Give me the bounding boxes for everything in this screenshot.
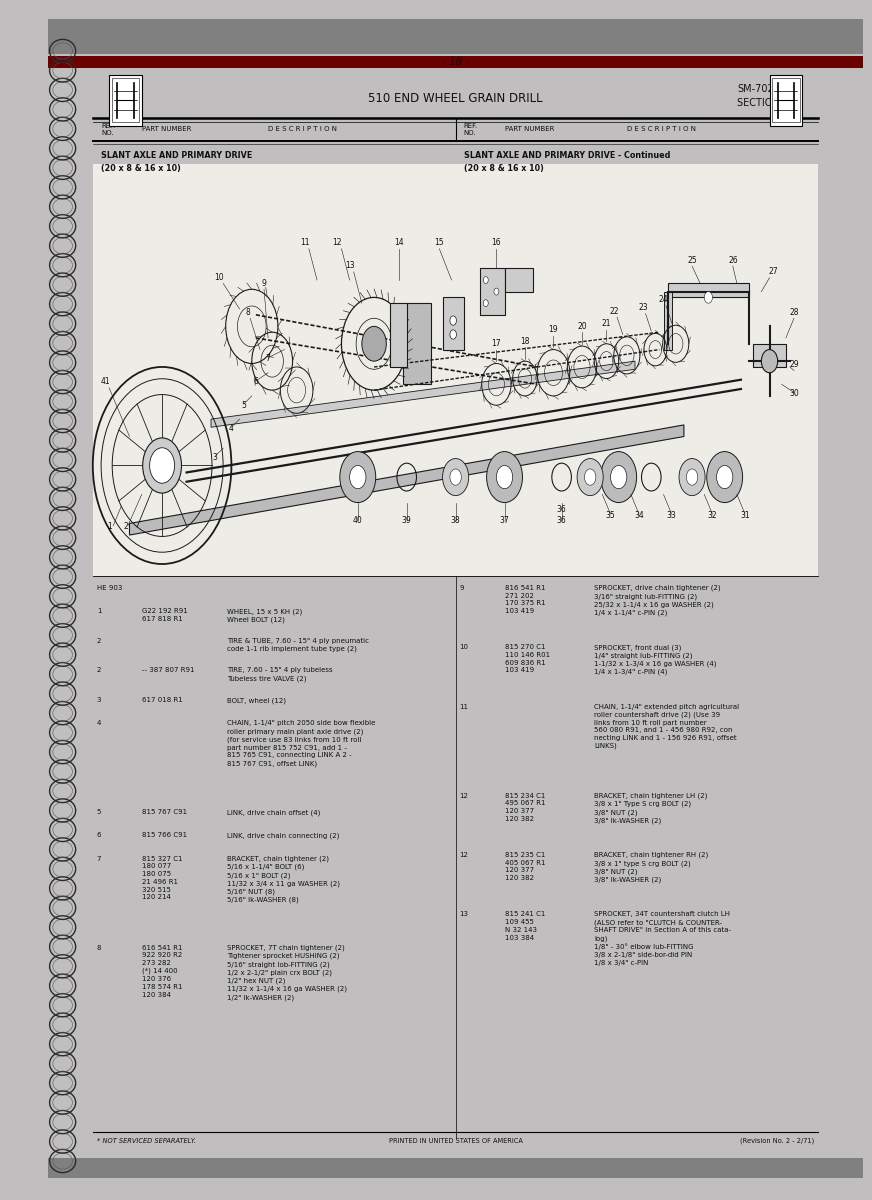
Text: 30: 30: [789, 389, 799, 398]
Circle shape: [150, 448, 174, 484]
Circle shape: [705, 292, 712, 304]
Text: 11: 11: [460, 703, 468, 709]
Text: * NOT SERVICED SEPARATELY.: * NOT SERVICED SEPARATELY.: [97, 1138, 196, 1144]
Text: LINK, drive chain connecting (2): LINK, drive chain connecting (2): [228, 833, 340, 839]
Text: 510 END WHEEL GRAIN DRILL: 510 END WHEEL GRAIN DRILL: [368, 91, 543, 104]
Text: 6: 6: [254, 377, 258, 386]
Bar: [443, 298, 464, 349]
Circle shape: [483, 300, 488, 307]
Circle shape: [483, 276, 488, 283]
Bar: [403, 304, 431, 384]
Text: BRACKET, chain tightener (2)
5/16 x 1-1/4" BOLT (6)
5/16 x 1" BOLT (2)
11/32 x 3: BRACKET, chain tightener (2) 5/16 x 1-1/…: [228, 856, 340, 904]
Text: CHAIN, 1-1/4" extended pitch agricultural
roller countershaft drive (2) (Use 39
: CHAIN, 1-1/4" extended pitch agricultura…: [594, 703, 739, 749]
Text: 12: 12: [460, 793, 468, 799]
Text: BRACKET, chain tightener LH (2)
3/8 x 1" Type S crg BOLT (2)
3/8" NUT (2)
3/8" l: BRACKET, chain tightener LH (2) 3/8 x 1"…: [594, 793, 707, 824]
Text: TIRE, 7.60 - 15" 4 ply tubeless
Tubeless tire VALVE (2): TIRE, 7.60 - 15" 4 ply tubeless Tubeless…: [228, 667, 333, 682]
Text: 35: 35: [606, 511, 616, 520]
Bar: [48, 1158, 863, 1178]
Text: 815 767 C91: 815 767 C91: [142, 809, 187, 815]
Text: 8: 8: [97, 944, 101, 950]
Text: 616 541 R1
922 920 R2
273 282
(*) 14 400
120 376
178 574 R1
120 384: 616 541 R1 922 920 R2 273 282 (*) 14 400…: [142, 944, 182, 997]
Text: 815 241 C1
109 455
N 32 143
103 384: 815 241 C1 109 455 N 32 143 103 384: [505, 911, 545, 941]
Text: 13: 13: [344, 262, 354, 270]
Text: 27: 27: [769, 268, 779, 276]
Text: 10: 10: [460, 644, 468, 650]
Text: 19: 19: [548, 325, 558, 334]
Text: 12: 12: [332, 239, 342, 247]
Bar: [505, 269, 533, 292]
Text: SLANT AXLE AND PRIMARY DRIVE
(20 x 8 & 16 x 10): SLANT AXLE AND PRIMARY DRIVE (20 x 8 & 1…: [101, 151, 252, 173]
Circle shape: [679, 458, 705, 496]
Bar: [109, 74, 142, 126]
Text: SLANT AXLE AND PRIMARY DRIVE - Continued
(20 x 8 & 16 x 10): SLANT AXLE AND PRIMARY DRIVE - Continued…: [464, 151, 671, 173]
Text: 7: 7: [97, 856, 101, 862]
Text: 41: 41: [100, 377, 110, 386]
Polygon shape: [211, 361, 635, 427]
Circle shape: [706, 451, 743, 503]
Text: REF.
NO.: REF. NO.: [464, 122, 478, 136]
Text: 8: 8: [245, 307, 250, 317]
Circle shape: [340, 451, 376, 503]
Bar: [92, 164, 819, 576]
Text: CHAIN, 1-1/4" pitch 2050 side bow flexible
roller primary main plant axle drive : CHAIN, 1-1/4" pitch 2050 side bow flexib…: [228, 720, 376, 767]
Text: 24: 24: [658, 295, 668, 304]
Text: 5: 5: [242, 401, 246, 409]
Bar: [769, 74, 802, 126]
Text: 3: 3: [97, 697, 101, 703]
Text: 815 234 C1
495 067 R1
120 377
120 382: 815 234 C1 495 067 R1 120 377 120 382: [505, 793, 545, 822]
Bar: [753, 343, 786, 367]
Text: 7: 7: [266, 354, 270, 364]
Circle shape: [450, 469, 461, 485]
Circle shape: [717, 466, 732, 488]
Text: 3: 3: [213, 452, 217, 462]
Text: 37: 37: [500, 516, 509, 526]
Text: 28: 28: [789, 307, 799, 317]
Text: 1: 1: [97, 608, 101, 614]
Text: 6: 6: [97, 833, 101, 839]
Text: 16: 16: [492, 239, 501, 247]
Text: 815 270 C1
110 146 R01
609 836 R1
103 419: 815 270 C1 110 146 R01 609 836 R1 103 41…: [505, 644, 549, 673]
Text: 22: 22: [610, 307, 619, 316]
Text: 33: 33: [667, 511, 677, 520]
Text: 23: 23: [638, 304, 648, 312]
Text: SPROCKET, front dual (3)
1/4" straight lub-FITTING (2)
1-1/32 x 1-3/4 x 16 ga WA: SPROCKET, front dual (3) 1/4" straight l…: [594, 644, 717, 676]
Text: HE 903: HE 903: [97, 584, 122, 590]
Text: SPROCKET, 34T countershaft clutch LH
(ALSO refer to "CLUTCH & COUNTER-
SHAFT DRI: SPROCKET, 34T countershaft clutch LH (AL…: [594, 911, 732, 966]
Text: 40: 40: [353, 516, 363, 526]
Circle shape: [494, 288, 499, 295]
Text: 11: 11: [300, 239, 310, 247]
Bar: [391, 304, 406, 367]
Text: REF.
NO.: REF. NO.: [101, 122, 115, 136]
Bar: [772, 78, 800, 122]
Text: 815 235 C1
405 067 R1
120 377
120 382: 815 235 C1 405 067 R1 120 377 120 382: [505, 852, 545, 881]
Text: 5: 5: [97, 809, 101, 815]
Bar: [48, 19, 863, 54]
Text: 9: 9: [460, 584, 464, 590]
Text: 36: 36: [556, 516, 567, 526]
Text: PART NUMBER: PART NUMBER: [142, 126, 191, 132]
Text: 32: 32: [708, 511, 718, 520]
Circle shape: [143, 438, 181, 493]
Text: 12: 12: [460, 852, 468, 858]
Text: 2: 2: [97, 667, 101, 673]
Bar: [48, 56, 863, 68]
Text: BRACKET, chain tightener RH (2)
3/8 x 1" type S crg BOLT (2)
3/8" NUT (2)
3/8" l: BRACKET, chain tightener RH (2) 3/8 x 1"…: [594, 852, 708, 883]
Circle shape: [601, 451, 637, 503]
Bar: [112, 78, 140, 122]
Text: 815 327 C1
180 077
180 075
21 496 R1
320 515
120 214: 815 327 C1 180 077 180 075 21 496 R1 320…: [142, 856, 182, 900]
Circle shape: [577, 458, 603, 496]
Text: LINK, drive chain offset (4): LINK, drive chain offset (4): [228, 809, 321, 816]
Text: 25: 25: [687, 256, 697, 265]
Text: WHEEL, 15 x 5 KH (2)
Wheel BOLT (12): WHEEL, 15 x 5 KH (2) Wheel BOLT (12): [228, 608, 303, 623]
Circle shape: [496, 466, 513, 488]
Circle shape: [362, 326, 386, 361]
Text: -- 387 807 R91: -- 387 807 R91: [142, 667, 194, 673]
Text: 815 766 C91: 815 766 C91: [142, 833, 187, 839]
Text: 9: 9: [262, 278, 267, 288]
Text: PRINTED IN UNITED STATES OF AMERICA: PRINTED IN UNITED STATES OF AMERICA: [389, 1138, 522, 1144]
Text: 14: 14: [394, 239, 404, 247]
Text: 26: 26: [728, 256, 738, 265]
Text: 4: 4: [229, 424, 234, 433]
Text: 617 018 R1: 617 018 R1: [142, 697, 182, 703]
Circle shape: [450, 330, 456, 340]
